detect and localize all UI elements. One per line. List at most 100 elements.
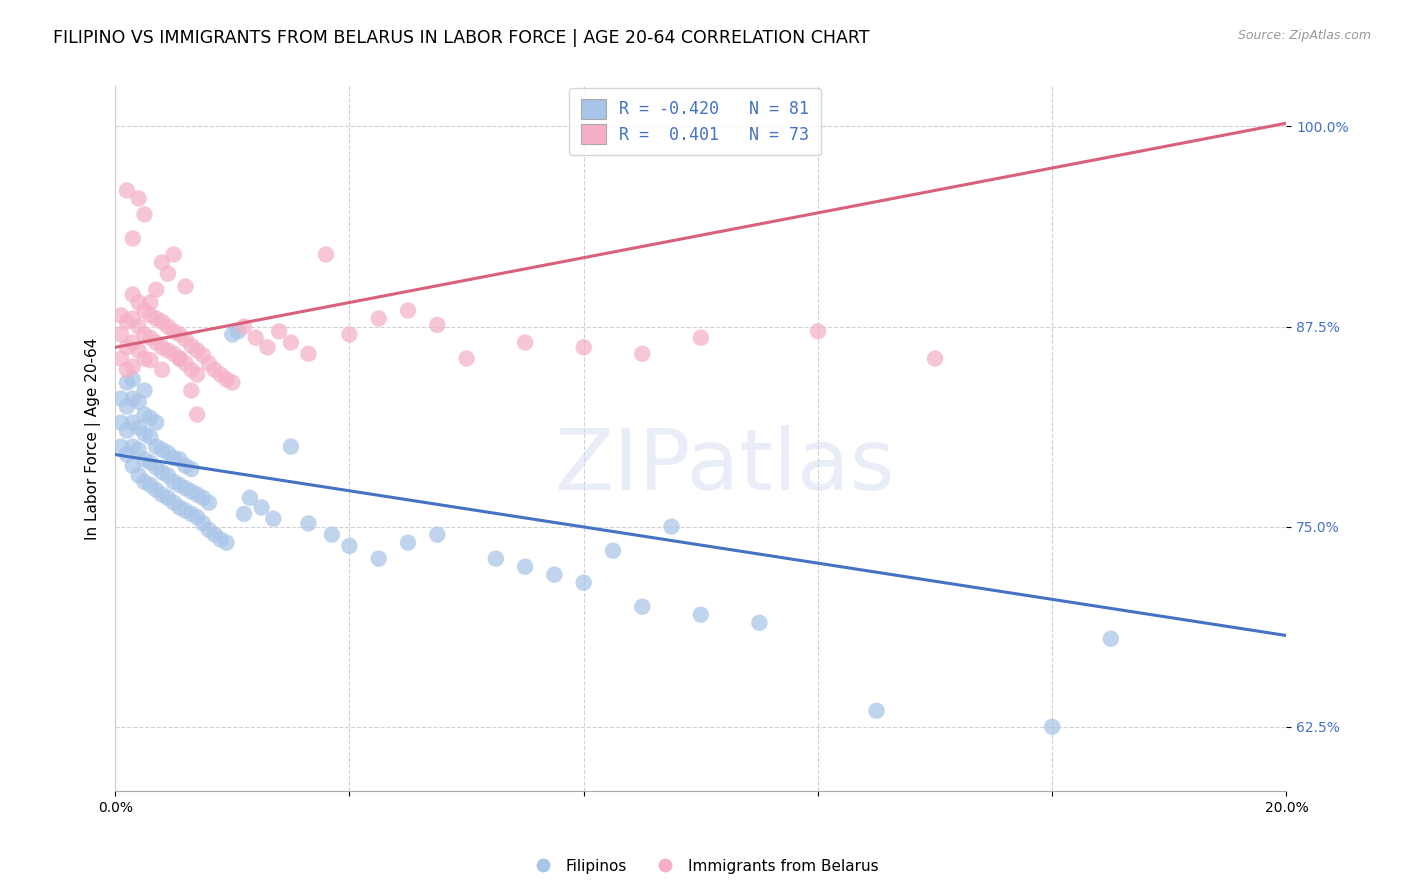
Point [115,183,138,197]
Point [174,503,197,517]
Point [156,446,179,460]
Point [169,327,191,342]
Point [169,478,191,492]
Point [186,408,208,422]
Point [121,458,143,473]
Point [807,324,830,338]
Text: FILIPINO VS IMMIGRANTS FROM BELARUS IN LABOR FORCE | AGE 20-64 CORRELATION CHART: FILIPINO VS IMMIGRANTS FROM BELARUS IN L… [53,29,870,46]
Point [367,311,389,326]
Point [198,496,221,510]
Point [134,327,156,342]
Point [256,340,278,354]
Point [233,507,256,521]
Point [396,303,419,318]
Point [191,348,214,362]
Point [209,368,232,382]
Point [661,519,683,533]
Point [339,539,361,553]
Point [180,363,202,377]
Point [221,327,243,342]
Point [174,279,197,293]
Point [180,507,202,521]
Point [174,458,197,473]
Point [280,335,302,350]
Point [513,335,536,350]
Point [426,527,449,541]
Point [115,363,138,377]
Point [865,704,887,718]
Point [186,343,208,358]
Point [198,523,221,537]
Point [239,491,262,505]
Point [163,496,186,510]
Point [180,462,202,476]
Point [1099,632,1122,646]
Point [150,363,173,377]
Point [169,351,191,366]
Point [367,551,389,566]
Point [169,351,191,366]
Point [245,331,267,345]
Point [121,287,143,301]
Point [339,327,361,342]
Y-axis label: In Labor Force | Age 20-64: In Labor Force | Age 20-64 [86,337,101,540]
Point [221,376,243,390]
Point [174,356,197,370]
Point [156,319,179,334]
Point [145,335,167,350]
Point [543,567,565,582]
Point [139,295,162,310]
Point [121,231,143,245]
Point [150,465,173,479]
Point [139,353,162,368]
Point [110,416,132,430]
Point [280,440,302,454]
Point [128,420,150,434]
Point [128,468,150,483]
Point [156,343,179,358]
Point [145,483,167,497]
Point [204,363,226,377]
Point [297,347,319,361]
Point [156,468,179,483]
Point [924,351,946,366]
Point [145,311,167,326]
Point [456,351,478,366]
Point [191,491,214,505]
Point [110,308,132,322]
Point [426,318,449,332]
Text: ZIPatlas: ZIPatlas [554,425,894,508]
Point [128,442,150,457]
Point [115,448,138,462]
Point [396,535,419,549]
Point [186,510,208,524]
Point [186,488,208,502]
Point [134,303,156,318]
Point [163,324,186,338]
Point [163,450,186,465]
Point [180,339,202,353]
Point [631,347,654,361]
Point [128,343,150,358]
Point [297,516,319,531]
Point [110,392,132,406]
Point [156,491,179,505]
Point [689,331,711,345]
Point [134,475,156,489]
Point [110,327,132,342]
Point [150,340,173,354]
Point [139,456,162,470]
Point [150,442,173,457]
Point [150,488,173,502]
Point [180,484,202,499]
Point [180,384,202,398]
Point [121,372,143,386]
Point [163,347,186,361]
Point [150,255,173,269]
Point [169,500,191,515]
Point [115,376,138,390]
Point [145,460,167,475]
Legend: Filipinos, Immigrants from Belarus: Filipinos, Immigrants from Belarus [522,853,884,880]
Point [191,516,214,531]
Point [602,543,624,558]
